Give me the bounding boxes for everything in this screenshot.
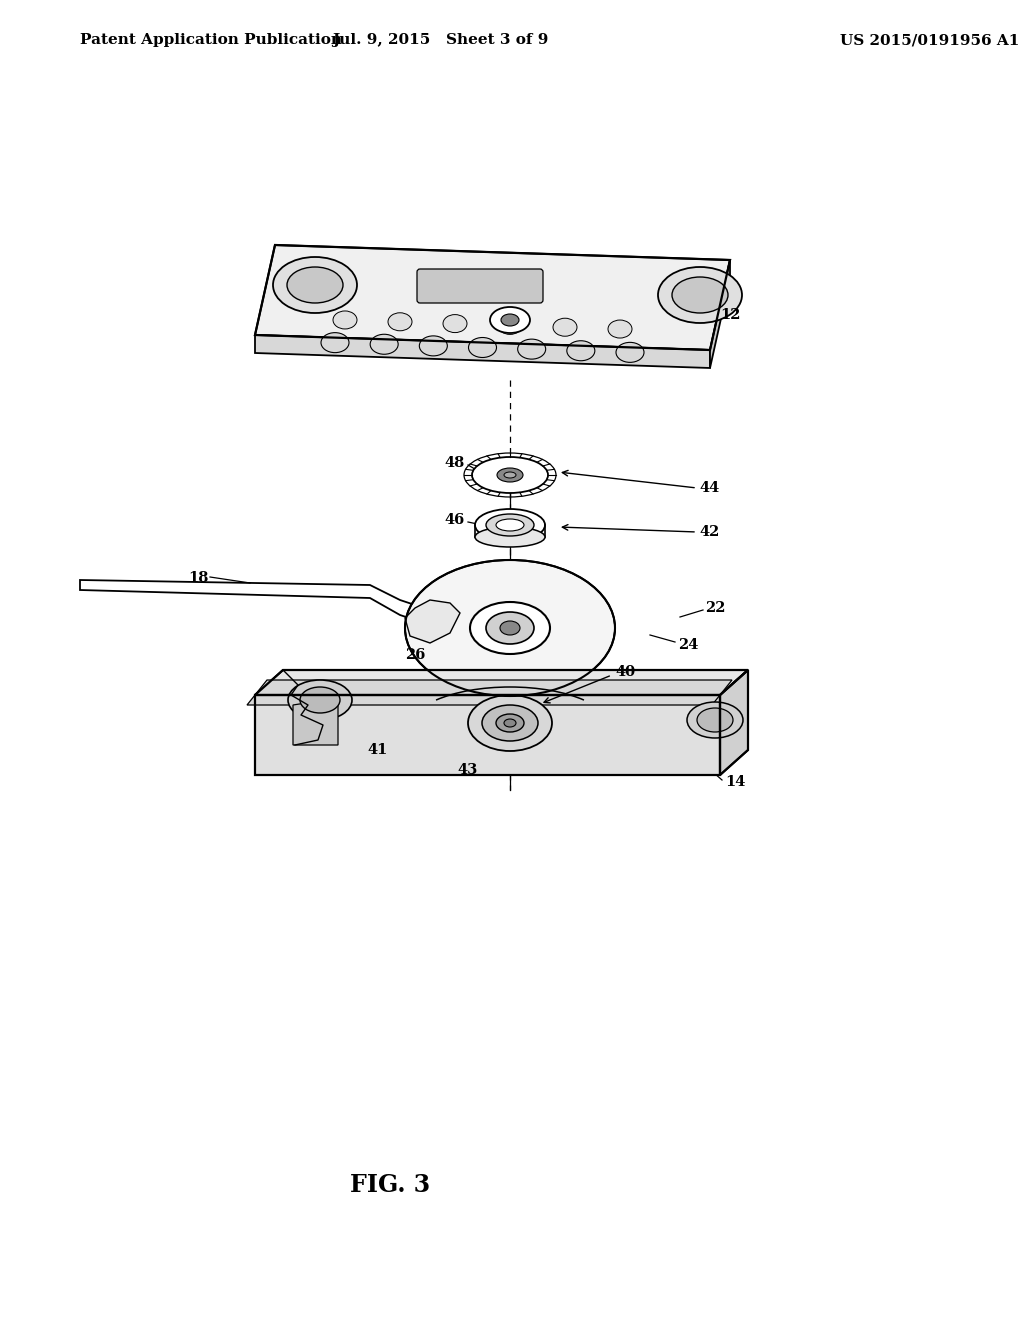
Ellipse shape bbox=[697, 708, 733, 733]
Ellipse shape bbox=[496, 714, 524, 733]
Ellipse shape bbox=[273, 257, 357, 313]
Ellipse shape bbox=[500, 620, 520, 635]
Text: 44: 44 bbox=[699, 480, 720, 495]
Ellipse shape bbox=[486, 513, 534, 536]
Ellipse shape bbox=[616, 342, 644, 363]
Text: 26: 26 bbox=[404, 648, 425, 663]
Ellipse shape bbox=[420, 335, 447, 356]
Ellipse shape bbox=[553, 318, 577, 337]
Ellipse shape bbox=[496, 519, 524, 531]
Ellipse shape bbox=[470, 602, 550, 653]
Polygon shape bbox=[293, 698, 338, 744]
Text: 18: 18 bbox=[187, 572, 208, 585]
Ellipse shape bbox=[501, 314, 519, 326]
Ellipse shape bbox=[370, 334, 398, 354]
Text: 22: 22 bbox=[705, 601, 725, 615]
Polygon shape bbox=[406, 601, 460, 643]
Polygon shape bbox=[255, 696, 720, 775]
Polygon shape bbox=[710, 260, 730, 368]
Ellipse shape bbox=[498, 317, 522, 334]
Text: 42: 42 bbox=[699, 525, 720, 539]
Ellipse shape bbox=[490, 308, 530, 333]
Ellipse shape bbox=[482, 705, 538, 741]
Polygon shape bbox=[247, 680, 732, 705]
Ellipse shape bbox=[472, 457, 548, 492]
FancyBboxPatch shape bbox=[417, 269, 543, 304]
Text: 40: 40 bbox=[615, 665, 635, 678]
Polygon shape bbox=[255, 671, 748, 696]
Ellipse shape bbox=[288, 680, 352, 719]
Ellipse shape bbox=[687, 702, 743, 738]
Ellipse shape bbox=[443, 314, 467, 333]
Ellipse shape bbox=[608, 319, 632, 338]
Ellipse shape bbox=[406, 560, 615, 696]
Polygon shape bbox=[80, 579, 445, 634]
Text: 12: 12 bbox=[720, 308, 740, 322]
Text: 14: 14 bbox=[725, 775, 745, 789]
Text: Patent Application Publication: Patent Application Publication bbox=[80, 33, 342, 48]
Text: 46: 46 bbox=[444, 513, 465, 527]
Ellipse shape bbox=[469, 338, 497, 358]
Ellipse shape bbox=[504, 719, 516, 727]
Ellipse shape bbox=[672, 277, 728, 313]
Ellipse shape bbox=[468, 696, 552, 751]
Polygon shape bbox=[720, 671, 748, 775]
Text: US 2015/0191956 A1: US 2015/0191956 A1 bbox=[840, 33, 1019, 48]
Text: 24: 24 bbox=[678, 638, 698, 652]
Ellipse shape bbox=[518, 339, 546, 359]
Polygon shape bbox=[255, 246, 730, 350]
Ellipse shape bbox=[497, 469, 523, 482]
Text: 48: 48 bbox=[444, 455, 465, 470]
Ellipse shape bbox=[388, 313, 412, 331]
Ellipse shape bbox=[333, 312, 357, 329]
Polygon shape bbox=[255, 335, 710, 368]
Ellipse shape bbox=[300, 686, 340, 713]
Ellipse shape bbox=[567, 341, 595, 360]
Ellipse shape bbox=[475, 527, 545, 546]
Text: 43: 43 bbox=[458, 763, 478, 777]
Ellipse shape bbox=[321, 333, 349, 352]
Ellipse shape bbox=[475, 510, 545, 541]
Ellipse shape bbox=[658, 267, 742, 323]
Ellipse shape bbox=[287, 267, 343, 304]
Ellipse shape bbox=[504, 473, 516, 478]
Ellipse shape bbox=[486, 612, 534, 644]
Text: FIG. 3: FIG. 3 bbox=[350, 1173, 430, 1197]
Text: Jul. 9, 2015   Sheet 3 of 9: Jul. 9, 2015 Sheet 3 of 9 bbox=[332, 33, 548, 48]
Text: 41: 41 bbox=[368, 743, 388, 756]
